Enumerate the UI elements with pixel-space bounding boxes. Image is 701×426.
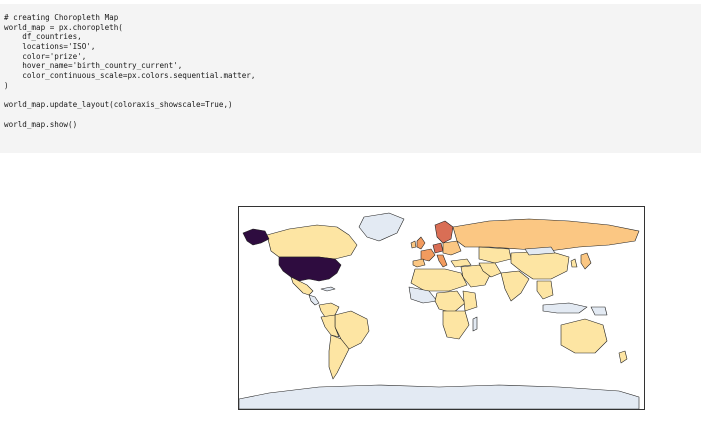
country-greenland[interactable]	[358, 212, 405, 242]
code-line: world_map = px.choropleth(	[4, 22, 123, 32]
country-alaska[interactable]	[242, 228, 270, 246]
country-korea[interactable]	[570, 258, 578, 268]
country-east-africa[interactable]	[462, 290, 478, 312]
code-line: )	[4, 80, 9, 90]
country-uk[interactable]	[416, 236, 426, 250]
code-line: df_countries,	[4, 32, 82, 42]
code-line: locations='ISO',	[4, 42, 96, 52]
country-indonesia[interactable]	[542, 302, 588, 314]
country-brazil[interactable]	[334, 310, 370, 350]
country-canada[interactable]	[266, 224, 358, 260]
code-line	[4, 91, 701, 101]
country-italy[interactable]	[436, 254, 448, 268]
country-antarctica[interactable]	[239, 384, 640, 409]
country-north-africa[interactable]	[410, 268, 468, 292]
country-madagascar[interactable]	[472, 316, 478, 332]
country-japan[interactable]	[580, 252, 592, 270]
world-map-svg[interactable]	[239, 207, 644, 409]
code-line: # creating Choropleth Map	[4, 13, 119, 22]
choropleth-map[interactable]	[238, 206, 645, 410]
country-france[interactable]	[420, 248, 436, 262]
code-line: color='prize',	[4, 51, 87, 61]
code-line: world_map.update_layout(coloraxis_showsc…	[4, 100, 233, 110]
country-argentina[interactable]	[328, 334, 350, 380]
country-turkey[interactable]	[450, 258, 472, 268]
country-central-africa[interactable]	[434, 290, 466, 314]
country-new-zealand[interactable]	[618, 350, 628, 364]
country-mongolia[interactable]	[524, 246, 556, 256]
country-germany[interactable]	[432, 242, 444, 254]
country-west-africa[interactable]	[408, 286, 438, 304]
code-line	[4, 110, 701, 120]
country-papua[interactable]	[590, 306, 608, 316]
country-central-america[interactable]	[308, 294, 320, 306]
country-southeast-asia[interactable]	[536, 280, 554, 300]
country-southern-africa[interactable]	[442, 310, 470, 340]
country-cuba[interactable]	[320, 286, 336, 292]
country-usa[interactable]	[278, 256, 342, 282]
country-scandinavia[interactable]	[434, 220, 454, 244]
country-spain[interactable]	[412, 258, 426, 268]
country-australia[interactable]	[560, 318, 608, 354]
country-russia[interactable]	[452, 218, 640, 252]
code-cell[interactable]: # creating Choropleth Map world_map = px…	[0, 4, 701, 153]
country-ireland[interactable]	[410, 240, 417, 249]
country-india[interactable]	[500, 270, 530, 302]
code-line: hover_name='birth_country_current',	[4, 61, 183, 71]
code-line: world_map.show()	[4, 119, 78, 129]
country-peru[interactable]	[320, 314, 340, 338]
code-line: color_continuous_scale=px.colors.sequent…	[4, 71, 256, 81]
country-kazakhstan[interactable]	[478, 246, 512, 264]
country-iran[interactable]	[478, 262, 502, 278]
country-eastern-europe[interactable]	[442, 240, 462, 256]
country-china[interactable]	[510, 250, 570, 280]
